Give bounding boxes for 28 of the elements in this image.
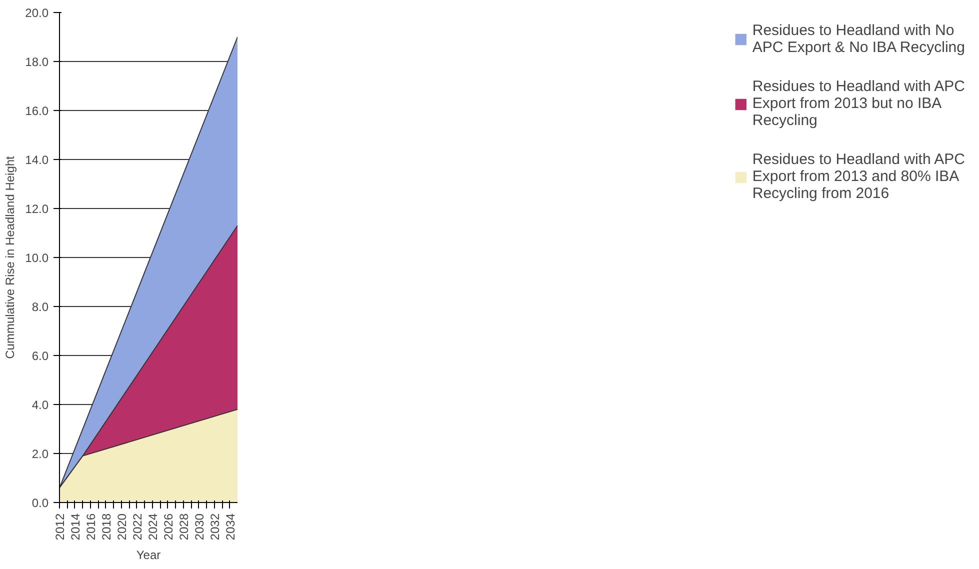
y-tick-label: 16.0 (25, 104, 49, 118)
y-tick-label: 2.0 (32, 447, 49, 461)
y-tick-label: 10.0 (25, 251, 49, 265)
y-tick-label: 0.0 (32, 496, 49, 510)
x-tick-label: 2026 (161, 513, 176, 540)
legend-label: Residues to Headland with APC Export from 2013 and 80% IBA Recycling from 2016 (752, 151, 965, 202)
x-tick-label: 2016 (84, 513, 98, 540)
legend-label: Residues to Headland with No APC Export & No IBA Recycling (752, 22, 965, 56)
y-tick-label: 8.0 (32, 300, 49, 314)
x-axis-title: Year (136, 548, 161, 562)
y-axis-title: Cummulative Rise in Headland Height (3, 155, 18, 359)
x-tick-label: 2032 (208, 513, 222, 540)
x-tick-label: 2028 (176, 513, 191, 540)
y-tick-label: 6.0 (32, 349, 49, 363)
x-tick-label: 2022 (130, 513, 144, 540)
y-tick-label: 12.0 (25, 202, 49, 216)
y-tick-label: 4.0 (32, 398, 49, 412)
y-tick-label: 14.0 (25, 153, 49, 167)
x-tick-label: 2012 (53, 513, 67, 540)
legend-label: Residues to Headland with APC Export from 2013 but no IBA Recycling (752, 78, 965, 129)
x-tick-label: 2014 (68, 513, 82, 540)
x-tick-label: 2020 (114, 513, 129, 540)
y-tick-label: 18.0 (25, 55, 49, 69)
x-tick-label: 2024 (146, 513, 160, 540)
y-tick-label: 20.0 (25, 6, 49, 20)
x-tick-label: 2018 (99, 513, 114, 540)
x-tick-label: 2034 (223, 513, 238, 540)
x-tick-label: 2030 (192, 513, 206, 540)
